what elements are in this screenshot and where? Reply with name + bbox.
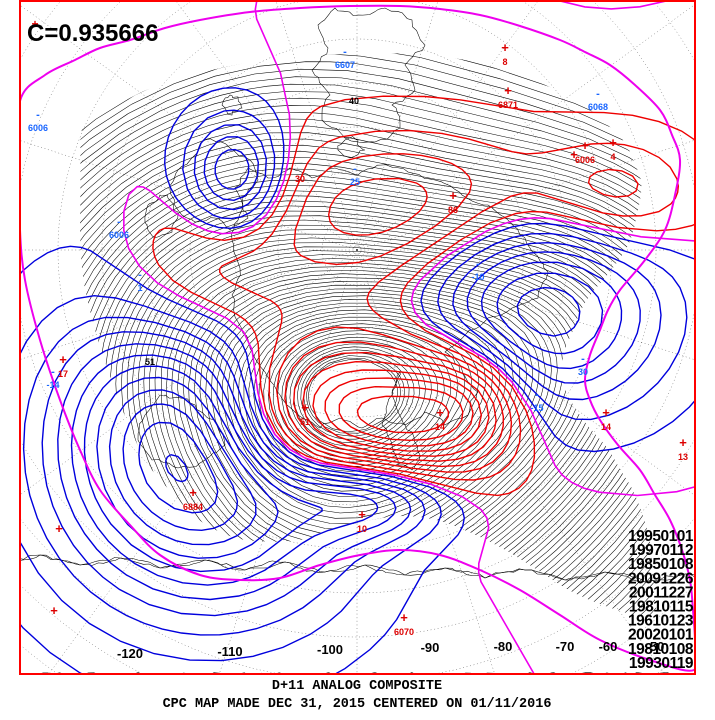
svg-text:51: 51 xyxy=(300,417,310,427)
svg-text:30: 30 xyxy=(578,367,588,377)
svg-text:+: + xyxy=(55,521,63,536)
svg-text:14: 14 xyxy=(435,422,445,432)
svg-text:+: + xyxy=(301,400,309,415)
svg-text:-14: -14 xyxy=(46,380,59,390)
svg-text:-15: -15 xyxy=(530,403,543,413)
svg-text:-80: -80 xyxy=(494,639,513,654)
svg-text:40: 40 xyxy=(349,96,359,106)
svg-text:+: + xyxy=(436,405,444,420)
svg-text:C=0.935666: C=0.935666 xyxy=(27,20,158,47)
svg-text:6871: 6871 xyxy=(498,100,518,110)
svg-text:6068: 6068 xyxy=(588,102,608,112)
svg-text:+: + xyxy=(570,147,578,162)
svg-text:6006: 6006 xyxy=(28,123,48,133)
svg-text:25: 25 xyxy=(350,177,360,187)
svg-text:-: - xyxy=(596,88,600,100)
svg-text:+: + xyxy=(358,507,366,522)
svg-text:-: - xyxy=(581,353,585,365)
svg-text:+: + xyxy=(504,83,512,98)
svg-text:-110: -110 xyxy=(217,644,242,659)
svg-text:86: 86 xyxy=(448,205,458,215)
svg-text:-: - xyxy=(51,366,55,378)
svg-text:6070: 6070 xyxy=(394,627,414,637)
svg-text:4: 4 xyxy=(610,152,615,162)
svg-text:-70: -70 xyxy=(556,639,575,654)
svg-text:6006: 6006 xyxy=(109,230,129,240)
svg-text:-90: -90 xyxy=(421,640,440,655)
svg-text:6607: 6607 xyxy=(335,60,355,70)
svg-text:-: - xyxy=(36,109,40,121)
svg-text:6884: 6884 xyxy=(183,502,203,512)
svg-text:-60: -60 xyxy=(599,639,618,654)
svg-text:+: + xyxy=(602,405,610,420)
svg-text:19930119: 19930119 xyxy=(629,655,694,672)
svg-text:-: - xyxy=(353,163,357,175)
svg-text:-100: -100 xyxy=(317,642,343,657)
svg-text:13: 13 xyxy=(678,452,688,462)
svg-text:-: - xyxy=(138,269,142,281)
svg-text:-: - xyxy=(117,216,121,228)
svg-text:CPC MAP MADE DEC 31, 2015 CENT: CPC MAP MADE DEC 31, 2015 CENTERED ON 01… xyxy=(163,697,552,712)
svg-text:+: + xyxy=(449,188,457,203)
svg-text:+: + xyxy=(679,435,687,450)
svg-text:-: - xyxy=(476,258,480,270)
svg-text:10: 10 xyxy=(357,524,367,534)
svg-text:-10: -10 xyxy=(471,272,484,282)
svg-text:+: + xyxy=(189,485,197,500)
svg-text:-120: -120 xyxy=(117,646,143,661)
svg-text:8: 8 xyxy=(502,57,507,67)
svg-text:-: - xyxy=(343,46,347,58)
svg-text:+: + xyxy=(59,352,67,367)
svg-text:+: + xyxy=(581,138,589,153)
svg-text:51: 51 xyxy=(145,357,155,367)
svg-text:-: - xyxy=(535,389,539,401)
svg-text:6006: 6006 xyxy=(575,155,595,165)
svg-text:1: 1 xyxy=(137,283,142,293)
svg-text:30: 30 xyxy=(295,174,305,184)
svg-text:+: + xyxy=(50,603,58,618)
svg-text:14: 14 xyxy=(601,422,611,432)
svg-text:+: + xyxy=(400,610,408,625)
svg-text:D+11 ANALOG COMPOSITE: D+11 ANALOG COMPOSITE xyxy=(272,679,442,694)
svg-text:17: 17 xyxy=(58,369,68,379)
svg-text:+: + xyxy=(609,135,617,150)
svg-text:+: + xyxy=(501,40,509,55)
